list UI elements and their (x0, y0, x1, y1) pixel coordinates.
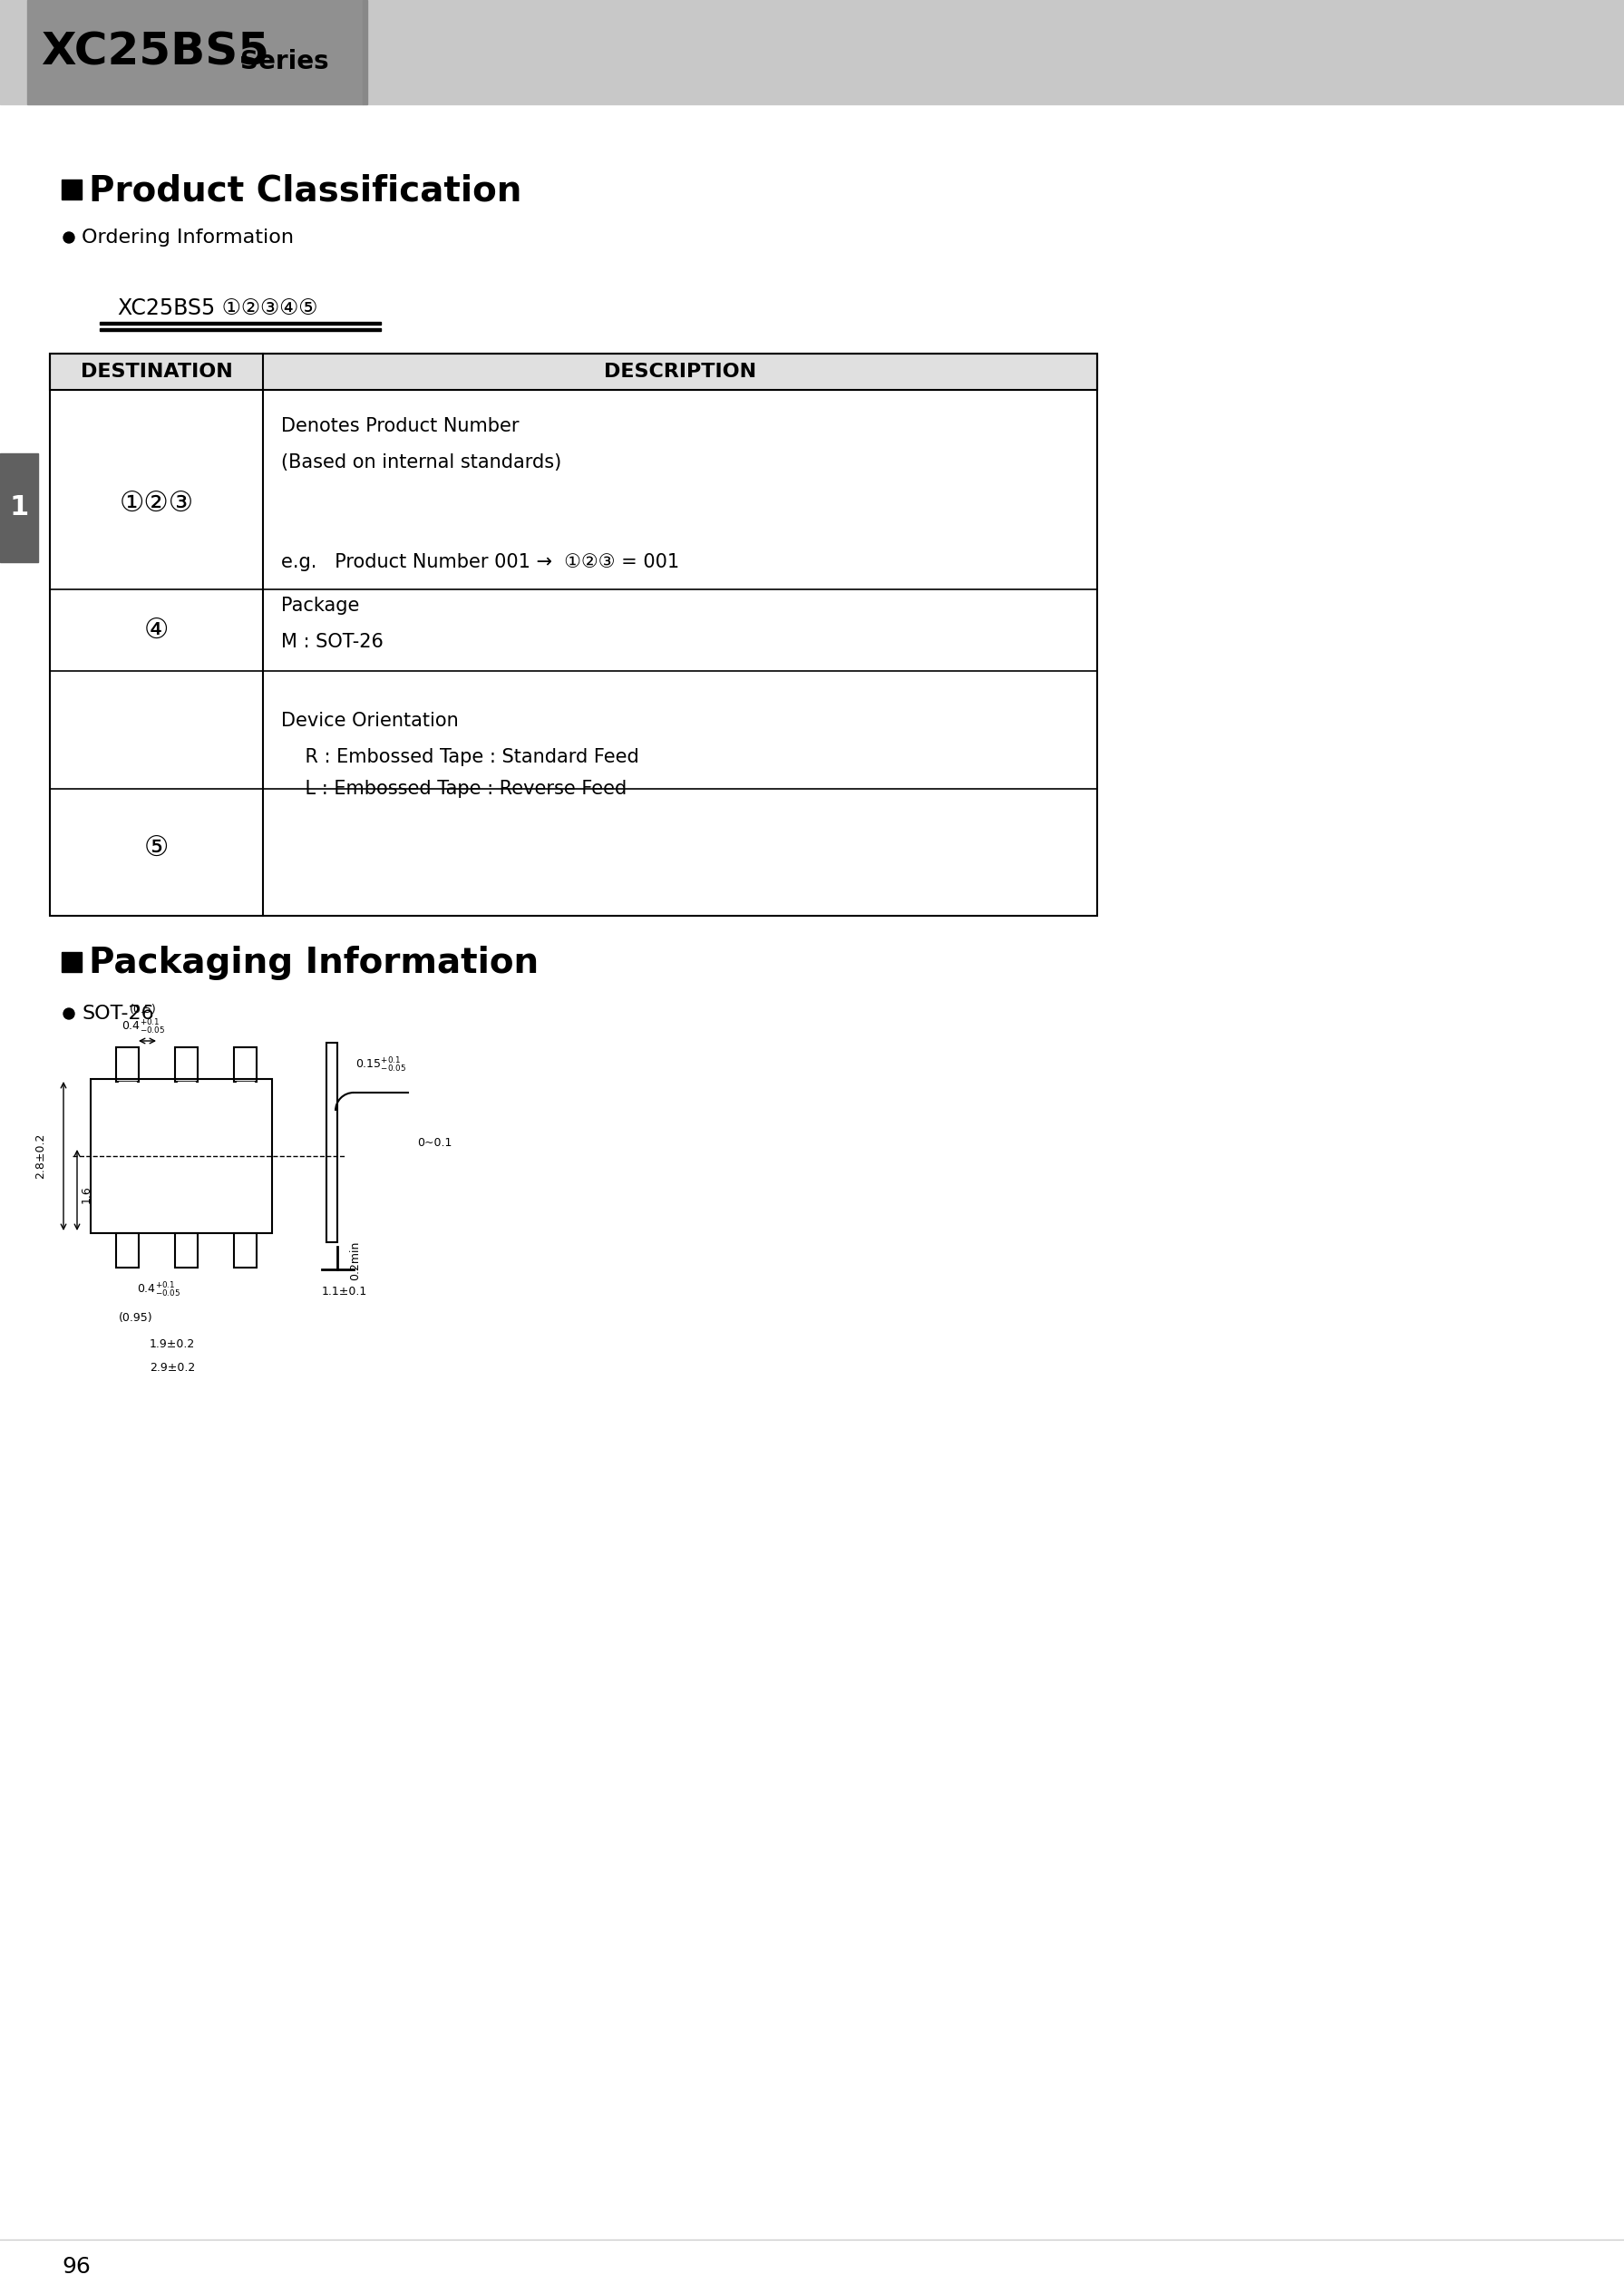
Text: ①②③: ①②③ (119, 491, 193, 516)
Bar (50, 353, 1098, 390)
Text: SOT-26: SOT-26 (81, 1005, 154, 1023)
Circle shape (63, 232, 75, 243)
Bar (28, 0, 362, 103)
Text: 1.1±0.1: 1.1±0.1 (322, 1287, 367, 1298)
Bar (0, 454, 37, 562)
Text: 0.2min: 0.2min (349, 1241, 361, 1280)
Bar (62, 179, 81, 200)
Text: Series: Series (240, 48, 328, 73)
Bar (326, 1044, 338, 1243)
Bar (91, 1078, 273, 1234)
Text: DESTINATION: DESTINATION (80, 362, 232, 381)
Text: Package: Package (281, 596, 359, 615)
Bar (234, 1234, 257, 1269)
Text: $0.15^{+0.1}_{-0.05}$: $0.15^{+0.1}_{-0.05}$ (356, 1055, 406, 1074)
Text: L : Embossed Tape : Reverse Feed: L : Embossed Tape : Reverse Feed (281, 780, 627, 798)
Bar (115, 1234, 138, 1269)
Text: 2.8±0.2: 2.8±0.2 (34, 1133, 47, 1179)
Bar (99, 321, 382, 326)
Text: $0.4^{+0.1}_{-0.05}$: $0.4^{+0.1}_{-0.05}$ (122, 1019, 166, 1037)
Text: XC25BS5 ①②③④⑤: XC25BS5 ①②③④⑤ (119, 298, 318, 319)
Bar (99, 328, 382, 330)
Text: M : SOT-26: M : SOT-26 (281, 633, 383, 651)
Bar (115, 1048, 138, 1083)
Text: Device Orientation: Device Orientation (281, 711, 458, 729)
Bar (175, 1048, 198, 1083)
Text: 0~0.1: 0~0.1 (417, 1136, 451, 1149)
Text: Ordering Information: Ordering Information (81, 229, 294, 248)
Bar (175, 1234, 198, 1269)
Text: (Based on internal standards): (Based on internal standards) (281, 454, 562, 473)
Text: Packaging Information: Packaging Information (89, 945, 539, 980)
Text: 1.6: 1.6 (80, 1186, 93, 1204)
Text: 96: 96 (62, 2255, 91, 2278)
Text: Product Classification: Product Classification (89, 172, 521, 209)
Text: R : Embossed Tape : Standard Feed: R : Embossed Tape : Standard Feed (281, 748, 638, 766)
Text: Denotes Product Number: Denotes Product Number (281, 418, 520, 436)
Bar (50, 353, 1098, 915)
Text: (0.95): (0.95) (119, 1312, 153, 1324)
Text: e.g.   Product Number 001 →  ①②③ = 001: e.g. Product Number 001 → ①②③ = 001 (281, 553, 679, 571)
Bar (237, 1083, 253, 1087)
Text: 1: 1 (10, 496, 29, 521)
Circle shape (63, 1009, 75, 1019)
Bar (177, 1083, 195, 1087)
Bar (362, 0, 367, 103)
Bar (234, 1048, 257, 1083)
Bar (0, 2239, 1624, 2294)
Text: XC25BS5: XC25BS5 (41, 30, 270, 73)
Text: 1.9±0.2: 1.9±0.2 (149, 1340, 195, 1351)
Bar (0, 0, 1624, 103)
Bar (50, 353, 1098, 390)
Text: 2.9±0.2: 2.9±0.2 (149, 1360, 195, 1374)
Bar (119, 1083, 136, 1087)
Text: ④: ④ (145, 617, 169, 642)
Text: $0.4^{+0.1}_{-0.05}$: $0.4^{+0.1}_{-0.05}$ (136, 1280, 180, 1298)
Bar (62, 952, 81, 973)
Text: DESCRIPTION: DESCRIPTION (604, 362, 757, 381)
Text: ⑤: ⑤ (145, 835, 169, 860)
Text: (0.5): (0.5) (130, 1002, 158, 1014)
